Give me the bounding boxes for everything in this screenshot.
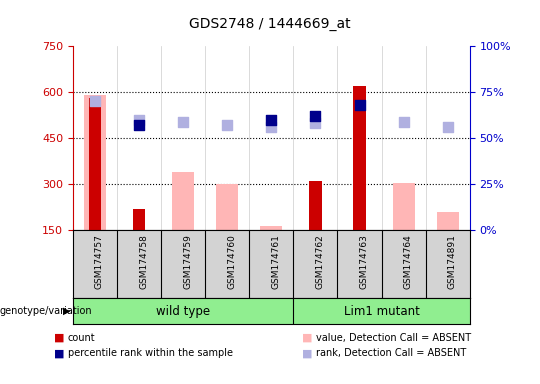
Bar — [172, 172, 194, 230]
Point — [135, 117, 144, 123]
Bar — [216, 184, 238, 230]
Text: percentile rank within the sample: percentile rank within the sample — [68, 348, 233, 358]
Bar — [393, 183, 415, 230]
Text: GSM174891: GSM174891 — [448, 234, 457, 289]
Text: rank, Detection Call = ABSENT: rank, Detection Call = ABSENT — [316, 348, 466, 358]
Point — [443, 124, 452, 130]
Bar — [437, 212, 459, 230]
Text: GSM174761: GSM174761 — [271, 234, 280, 289]
Text: GSM174759: GSM174759 — [183, 234, 192, 289]
Bar — [309, 181, 322, 230]
Text: ■: ■ — [54, 348, 64, 358]
Point — [311, 113, 320, 119]
Bar — [89, 98, 101, 230]
Point — [399, 119, 408, 125]
Point — [267, 124, 275, 130]
Text: ■: ■ — [302, 333, 313, 343]
Bar — [84, 95, 106, 230]
Bar — [353, 86, 366, 230]
Point — [135, 122, 144, 128]
Text: GSM174764: GSM174764 — [403, 234, 413, 288]
Text: GSM174763: GSM174763 — [360, 234, 368, 289]
Text: ■: ■ — [54, 333, 64, 343]
Text: wild type: wild type — [156, 305, 210, 318]
Text: GSM174758: GSM174758 — [139, 234, 148, 289]
Point — [311, 121, 320, 127]
Bar — [133, 209, 145, 230]
Point — [91, 98, 99, 104]
Point — [267, 117, 275, 123]
Text: count: count — [68, 333, 95, 343]
Bar — [260, 226, 282, 230]
Point — [179, 119, 187, 125]
Text: ▶: ▶ — [63, 306, 70, 316]
Text: Lim1 mutant: Lim1 mutant — [343, 305, 420, 318]
Text: GDS2748 / 1444669_at: GDS2748 / 1444669_at — [189, 17, 351, 31]
Text: value, Detection Call = ABSENT: value, Detection Call = ABSENT — [316, 333, 471, 343]
Point — [355, 102, 364, 108]
Text: GSM174762: GSM174762 — [315, 234, 325, 288]
Text: GSM174760: GSM174760 — [227, 234, 237, 289]
Point — [223, 122, 232, 128]
Text: ■: ■ — [302, 348, 313, 358]
Text: GSM174757: GSM174757 — [95, 234, 104, 289]
Text: genotype/variation: genotype/variation — [0, 306, 93, 316]
